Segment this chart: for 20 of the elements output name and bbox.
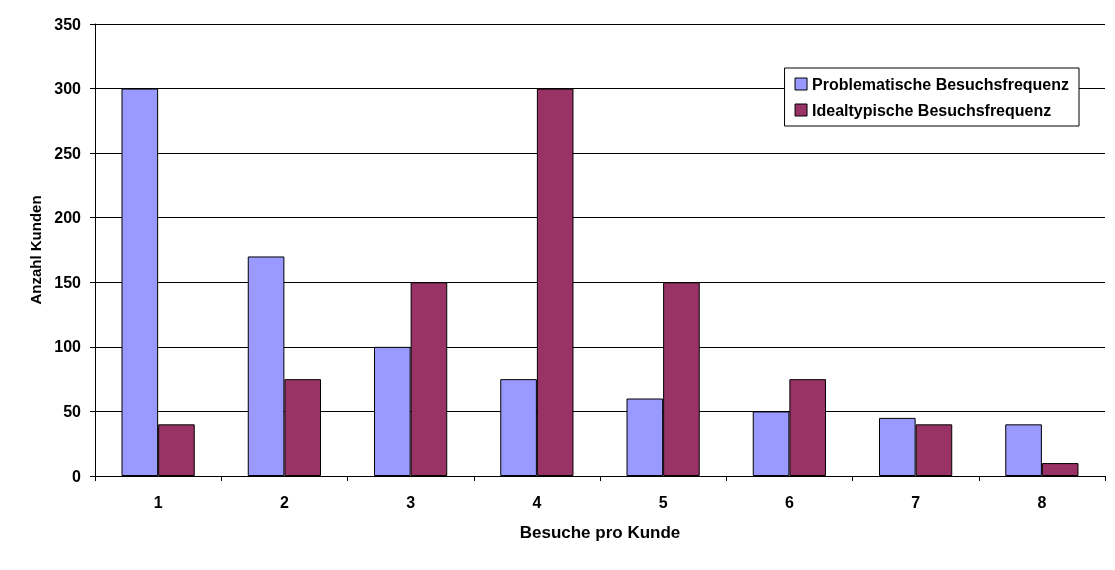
x-axis-title: Besuche pro Kunde: [519, 523, 681, 542]
x-tick-label: 6: [784, 493, 794, 511]
y-tick-label: 100: [54, 338, 82, 356]
x-tick-label: 3: [406, 493, 416, 511]
legend-label: Problematische Besuchsfrequenz: [812, 75, 1069, 93]
x-tick-label: 8: [1037, 493, 1047, 511]
y-tick-label: 350: [54, 15, 82, 33]
x-tick-label: 4: [532, 493, 542, 511]
y-tick-label: 200: [54, 209, 82, 227]
legend-label: Idealtypische Besuchsfrequenz: [812, 101, 1052, 119]
x-tick-label: 2: [279, 493, 289, 511]
x-tick-label: 1: [153, 493, 163, 511]
y-tick-label: 50: [63, 402, 82, 420]
y-tick-label: 300: [54, 80, 82, 98]
x-tick-label: 5: [658, 493, 668, 511]
x-tick-label: 7: [911, 493, 921, 511]
y-tick-label: 250: [54, 144, 82, 162]
y-tick-label: 0: [72, 467, 82, 485]
y-axis-title: Anzahl Kunden: [27, 195, 44, 305]
y-tick-label: 150: [54, 273, 82, 291]
